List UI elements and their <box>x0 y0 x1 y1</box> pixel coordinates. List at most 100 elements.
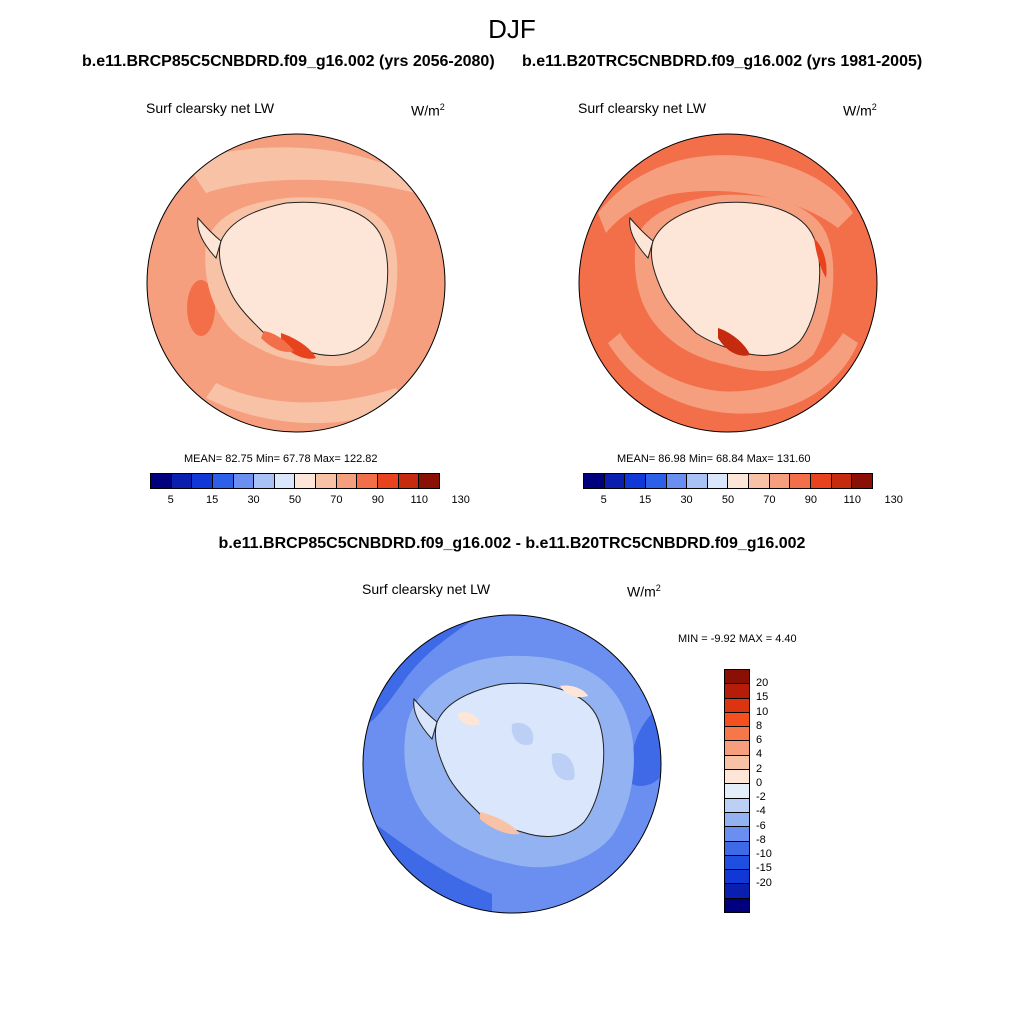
left-stats: MEAN= 82.75 Min= 67.78 Max= 122.82 <box>184 453 378 465</box>
season-title: DJF <box>488 14 536 44</box>
difference-title: b.e11.BRCP85C5CNBDRD.f09_g16.002 - b.e11… <box>218 535 806 552</box>
left-colorbar-swatch <box>171 474 193 488</box>
left-antarctic-continent <box>218 201 389 356</box>
right-colorbar-swatch <box>749 474 770 488</box>
left-ross-hotspot <box>281 333 316 359</box>
left-colorbar-swatch <box>357 474 379 488</box>
left-peninsula <box>197 216 222 259</box>
left-ross-warm <box>261 331 294 352</box>
diff-colorbar-swatch <box>725 727 749 742</box>
diff-colorbar-tick-label: 0 <box>756 776 763 789</box>
right-units-label: W/m2 <box>843 102 877 119</box>
diff-colorbar-tick-label: -20 <box>756 876 772 889</box>
right-colorbar-swatch <box>687 474 708 488</box>
right-colorbar-swatch <box>584 474 605 488</box>
right-colorbar-swatch <box>728 474 750 488</box>
diff-stats: MIN = -9.92 MAX = 4.40 <box>678 633 797 645</box>
diff-colorbar-swatch <box>725 812 749 828</box>
left-colorbar-swatch <box>398 474 420 488</box>
right-colorbar-tick-label: 90 <box>804 494 817 506</box>
diff-colorbar-swatch <box>725 784 749 799</box>
diff-variable-label: Surf clearsky net LW <box>362 581 491 597</box>
diff-colorbar-tick-label: 20 <box>756 677 769 690</box>
left-colorbar-swatch <box>295 474 317 488</box>
left-colorbar-swatch <box>212 474 234 488</box>
left-colorbar-swatch <box>254 474 275 488</box>
left-colorbar-tick-label: 110 <box>410 494 429 506</box>
left-warm-blob-west <box>187 280 215 336</box>
left-colorbar-tick-label: 30 <box>247 494 260 506</box>
right-antarctic-continent <box>650 201 821 356</box>
right-run-title: b.e11.B20TRC5CNBDRD.f09_g16.002 (yrs 198… <box>522 53 923 70</box>
diff-colorbar-tick-label: -2 <box>756 791 766 804</box>
diff-colorbar-swatch <box>725 684 749 699</box>
left-colorbar-swatch <box>151 474 172 488</box>
diff-colorbar-tick-label: -8 <box>756 833 766 846</box>
diff-positive-weddell <box>457 712 480 726</box>
diff-colorbar-swatch <box>725 755 749 771</box>
right-light-band-south <box>608 333 858 414</box>
right-colorbar-swatch <box>852 474 872 488</box>
right-peninsula <box>629 216 654 259</box>
left-colorbar <box>150 473 440 489</box>
right-polar-map <box>578 133 878 433</box>
diff-positive-ross <box>480 812 520 835</box>
diff-colorbar <box>724 669 750 913</box>
right-east-hotspot <box>814 238 827 278</box>
left-colorbar-labels: 5 15 30 50 70 90 110 130 <box>150 494 470 508</box>
right-stats: MEAN= 86.98 Min= 68.84 Max= 131.60 <box>617 453 811 465</box>
diff-positive-east <box>560 685 588 698</box>
right-colorbar <box>583 473 873 489</box>
left-colorbar-swatch <box>274 474 296 488</box>
left-run-title: b.e11.BRCP85C5CNBDRD.f09_g16.002 (yrs 20… <box>82 53 495 70</box>
left-colorbar-swatch <box>233 474 255 488</box>
difference-polar-map <box>362 614 662 914</box>
diff-colorbar-swatch <box>725 698 749 713</box>
diff-colorbar-labels: 20 15 10 8 6 4 2 0 -2 -4 -6 -8 -10 -15 -20 <box>756 669 796 911</box>
diff-colorbar-tick-label: 15 <box>756 691 769 704</box>
right-colorbar-swatch <box>666 474 688 488</box>
diff-colorbar-swatch <box>725 798 749 813</box>
diff-colorbar-tick-label: -6 <box>756 819 766 832</box>
left-colorbar-swatch <box>336 474 358 488</box>
right-colorbar-swatch <box>811 474 832 488</box>
diff-colorbar-tick-label: -10 <box>756 848 772 861</box>
diff-deep-east <box>630 704 661 786</box>
diff-ice-patch-east <box>551 753 575 781</box>
left-colorbar-tick-label: 70 <box>330 494 343 506</box>
diff-colorbar-swatch <box>725 670 749 685</box>
diff-colorbar-tick-label: 10 <box>756 705 769 718</box>
diff-colorbar-tick-label: 8 <box>756 719 763 732</box>
right-colorbar-tick-label: 110 <box>843 494 862 506</box>
diff-colorbar-tick-label: -4 <box>756 805 766 818</box>
left-colorbar-tick-label: 50 <box>288 494 302 506</box>
diff-units-label: W/m2 <box>627 583 661 600</box>
diff-ice-patch-center <box>511 722 534 745</box>
left-variable-label: Surf clearsky net LW <box>146 100 275 116</box>
diff-peninsula <box>413 697 438 740</box>
right-colorbar-tick-label: 130 <box>884 494 903 506</box>
right-colorbar-tick-label: 70 <box>763 494 776 506</box>
left-colorbar-tick-label: 15 <box>206 494 219 506</box>
diff-colorbar-swatch <box>725 712 749 728</box>
right-colorbar-swatch <box>645 474 667 488</box>
left-colorbar-tick-label: 130 <box>451 494 470 506</box>
left-colorbar-swatch <box>419 474 439 488</box>
right-colorbar-swatch <box>604 474 626 488</box>
diff-colorbar-swatch <box>725 898 749 913</box>
right-colorbar-swatch <box>707 474 729 488</box>
diff-colorbar-swatch <box>725 770 749 785</box>
diff-colorbar-tick-label: 6 <box>756 734 763 747</box>
left-units-label: W/m2 <box>411 102 445 119</box>
left-colorbar-swatch <box>378 474 399 488</box>
diff-colorbar-swatch <box>725 855 749 871</box>
right-colorbar-tick-label: 50 <box>721 494 735 506</box>
left-colorbar-swatch <box>316 474 337 488</box>
diff-colorbar-tick-label: 2 <box>756 762 763 775</box>
diff-colorbar-tick-label: -15 <box>756 862 772 875</box>
right-colorbar-swatch <box>790 474 812 488</box>
right-variable-label: Surf clearsky net LW <box>578 100 707 116</box>
right-colorbar-labels: 5 15 30 50 70 90 110 130 <box>583 494 903 508</box>
diff-colorbar-tick-label: 4 <box>756 748 763 761</box>
right-colorbar-swatch <box>831 474 853 488</box>
